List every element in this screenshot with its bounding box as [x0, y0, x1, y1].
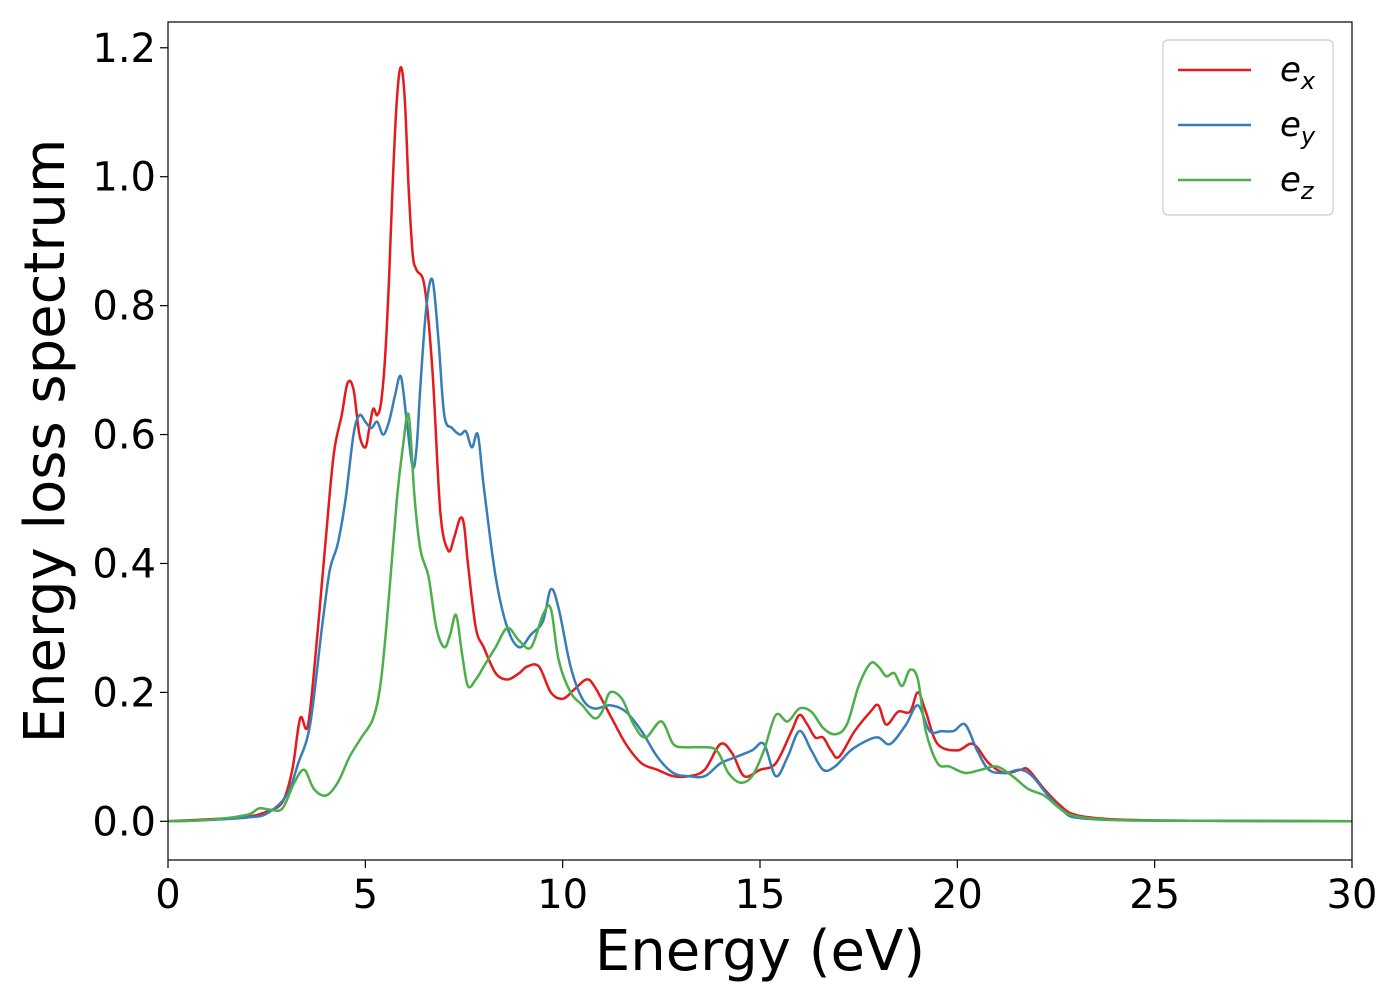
y-tick-label: 1.0 — [92, 155, 156, 201]
legend-label-x: ex — [1280, 50, 1316, 95]
y-tick-label: 0.6 — [92, 413, 156, 459]
legend-label-z: ez — [1280, 160, 1315, 205]
legend-label-subscript: x — [1300, 67, 1316, 95]
legend-box — [1162, 39, 1334, 216]
series-line-e-x — [167, 65, 1353, 823]
series-layer — [167, 65, 1353, 823]
x-tick-label: 0 — [155, 872, 180, 918]
y-tick-label: 0.2 — [92, 670, 156, 716]
y-tick-label: 1.2 — [92, 26, 156, 72]
y-tick-label: 0.4 — [92, 541, 156, 587]
y-axis-ticks: 0.0 0.2 0.4 0.6 0.8 1.0 1.2 — [92, 26, 168, 845]
series-line-e-y — [167, 277, 1353, 823]
x-axis-ticks: 0 5 10 15 20 25 30 — [155, 860, 1377, 918]
x-tick-label: 25 — [1129, 872, 1180, 918]
y-tick-label: 0.0 — [92, 799, 156, 845]
y-axis-label: Energy loss spectrum — [13, 139, 78, 744]
legend-label-base: e — [1280, 50, 1301, 90]
legend-label-base: e — [1280, 105, 1301, 145]
series-line-e-z — [167, 412, 1353, 823]
x-axis-label: Energy (eV) — [595, 919, 925, 984]
legend-label-subscript: z — [1300, 177, 1315, 205]
legend-label-subscript: y — [1300, 122, 1316, 150]
y-tick-label: 0.8 — [92, 284, 156, 330]
x-tick-label: 30 — [1327, 872, 1378, 918]
legend-label-y: ey — [1280, 105, 1316, 150]
legend-label-base: e — [1280, 160, 1301, 200]
x-tick-label: 15 — [735, 872, 786, 918]
x-tick-label: 10 — [537, 872, 588, 918]
x-tick-label: 20 — [932, 872, 983, 918]
x-tick-label: 5 — [353, 872, 378, 918]
